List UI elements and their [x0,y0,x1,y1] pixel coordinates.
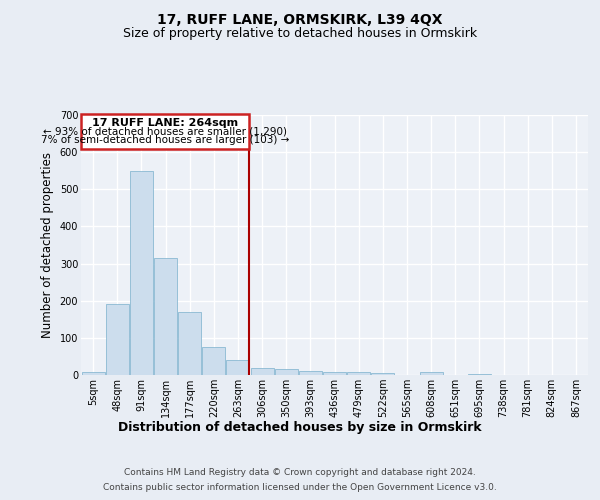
Bar [154,258,177,375]
Bar [202,347,225,375]
Bar [251,368,274,375]
Text: 17 RUFF LANE: 264sqm: 17 RUFF LANE: 264sqm [92,118,238,128]
Bar [299,372,322,375]
Bar [275,369,298,375]
Bar [82,372,104,375]
Bar [419,372,443,375]
Bar [226,360,250,375]
Bar [371,373,394,375]
Bar [468,374,491,375]
Text: ← 93% of detached houses are smaller (1,290): ← 93% of detached houses are smaller (1,… [43,126,287,136]
Text: Contains public sector information licensed under the Open Government Licence v3: Contains public sector information licen… [103,483,497,492]
Text: 17, RUFF LANE, ORMSKIRK, L39 4QX: 17, RUFF LANE, ORMSKIRK, L39 4QX [157,12,443,26]
Y-axis label: Number of detached properties: Number of detached properties [41,152,54,338]
Bar [130,172,153,375]
Text: Distribution of detached houses by size in Ormskirk: Distribution of detached houses by size … [118,421,482,434]
Bar [178,312,201,375]
Text: Size of property relative to detached houses in Ormskirk: Size of property relative to detached ho… [123,28,477,40]
Bar [347,372,370,375]
Text: 7% of semi-detached houses are larger (103) →: 7% of semi-detached houses are larger (1… [41,136,290,145]
Bar [106,304,128,375]
FancyBboxPatch shape [82,114,249,149]
Text: Contains HM Land Registry data © Crown copyright and database right 2024.: Contains HM Land Registry data © Crown c… [124,468,476,477]
Bar [323,372,346,375]
